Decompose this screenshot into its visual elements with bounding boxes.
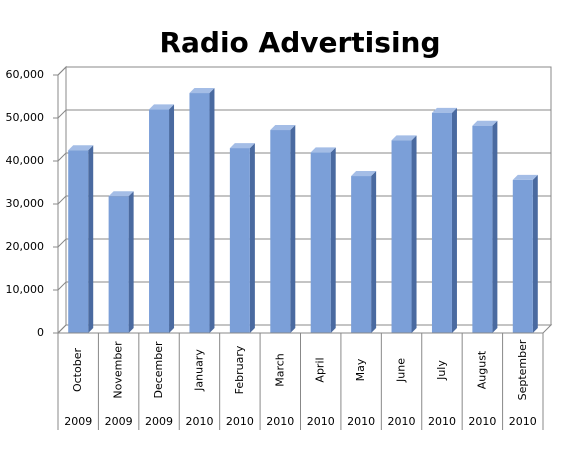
- bar: [149, 109, 170, 334]
- x-group-label: 2010: [185, 415, 213, 428]
- bar: [189, 93, 210, 333]
- bar-top: [472, 120, 498, 126]
- x-tick-label: December: [152, 341, 165, 399]
- bar-side: [88, 145, 94, 333]
- bar-side: [330, 147, 336, 333]
- grid-line: [57, 238, 551, 248]
- grid-line: [57, 152, 551, 162]
- x-group-label: 2010: [388, 415, 416, 428]
- bar-top: [149, 104, 175, 110]
- bar-side: [209, 88, 215, 333]
- x-group-label: 2010: [509, 415, 537, 428]
- x-tick-label: November: [112, 341, 125, 399]
- x-tick-label: February: [233, 345, 246, 394]
- bar: [351, 176, 372, 333]
- bar-side: [290, 125, 296, 333]
- x-group-label: 2009: [105, 415, 133, 428]
- bar-side: [371, 171, 377, 333]
- x-group-label: 2010: [468, 415, 496, 428]
- bar-side: [249, 143, 255, 333]
- bar-side: [492, 120, 498, 334]
- x-tick-label: September: [516, 339, 529, 400]
- x-group-label: 2010: [226, 415, 254, 428]
- bar: [108, 196, 129, 333]
- x-tick-label: April: [314, 357, 327, 382]
- grid-line: [57, 281, 551, 291]
- grid-line: [57, 109, 551, 119]
- bar-side: [128, 191, 134, 333]
- bar: [512, 179, 533, 333]
- bar: [310, 152, 331, 333]
- y-tick-label: 60,000: [6, 68, 45, 81]
- bar-top: [189, 88, 215, 94]
- y-tick-label: 50,000: [6, 111, 45, 124]
- bar: [68, 150, 89, 333]
- bar-side: [451, 107, 457, 333]
- bar: [229, 148, 250, 333]
- x-group-label: 2010: [428, 415, 456, 428]
- y-tick-label: 0: [37, 326, 44, 339]
- bar-side: [532, 174, 538, 333]
- x-tick-label: January: [192, 349, 205, 392]
- y-tick-label: 40,000: [6, 154, 45, 167]
- bar: [431, 112, 452, 333]
- bar-top: [431, 107, 457, 113]
- bar: [391, 140, 412, 333]
- grid-line: [57, 324, 551, 334]
- bar-top: [229, 143, 255, 149]
- bar-side: [169, 104, 175, 334]
- chart-title: Radio Advertising: [159, 26, 440, 59]
- bar: [270, 130, 291, 333]
- x-group-label: 2010: [307, 415, 335, 428]
- x-tick-label: May: [354, 358, 367, 381]
- bar-top: [351, 171, 377, 177]
- bar-top: [310, 147, 336, 153]
- x-tick-label: August: [475, 350, 488, 389]
- x-tick-label: June: [395, 358, 408, 383]
- x-group-label: 2010: [347, 415, 375, 428]
- y-tick-label: 10,000: [6, 283, 45, 296]
- x-group-label: 2009: [64, 415, 92, 428]
- bar: [472, 125, 493, 334]
- x-tick-label: July: [435, 360, 448, 381]
- bar-top: [270, 125, 296, 131]
- grid-line: [57, 66, 551, 76]
- y-tick-label: 30,000: [6, 197, 45, 210]
- bar-top: [108, 191, 134, 197]
- bar-side: [411, 135, 417, 333]
- bar-top: [68, 145, 94, 151]
- bar-top: [391, 135, 417, 141]
- x-group-label: 2010: [266, 415, 294, 428]
- y-tick-label: 20,000: [6, 240, 45, 253]
- x-group-label: 2009: [145, 415, 173, 428]
- bar-top: [512, 174, 538, 180]
- x-tick-label: October: [71, 348, 84, 392]
- x-tick-label: March: [273, 353, 286, 387]
- grid-line: [57, 195, 551, 205]
